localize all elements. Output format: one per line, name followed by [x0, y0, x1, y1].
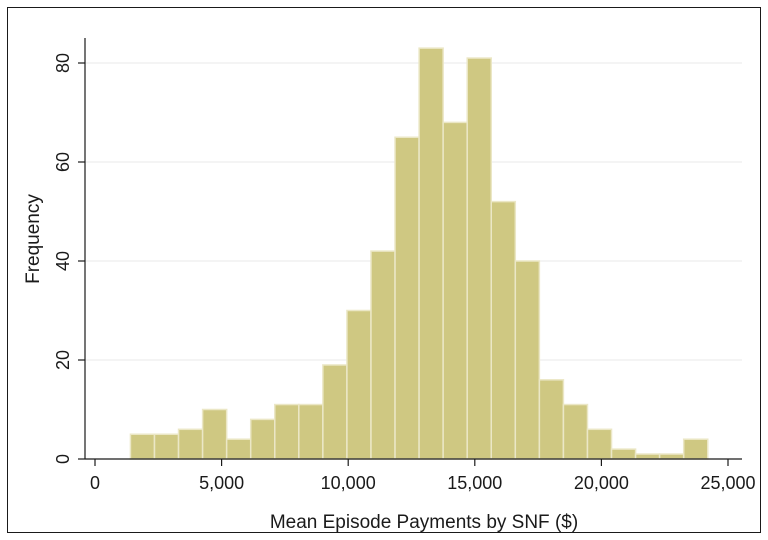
axes	[84, 38, 742, 460]
histogram-bar	[442, 121, 468, 460]
histogram-bar	[129, 433, 156, 460]
histogram-bar	[201, 408, 228, 460]
y-tick-label: 40	[53, 251, 73, 271]
x-axis-title: Mean Episode Payments by SNF ($)	[270, 512, 578, 533]
histogram-bar	[490, 200, 517, 460]
y-axis-ticks: 0 20 40 60 80	[53, 53, 85, 464]
x-tick-label: 20,000	[574, 473, 629, 493]
x-axis-ticks: 0 5,000 10,000 15,000 20,000 25,000	[90, 459, 756, 493]
histogram-bar	[418, 47, 444, 460]
histogram-bar	[538, 379, 565, 460]
histogram-bars	[129, 47, 709, 460]
histogram-bar	[586, 428, 613, 460]
histogram-bar	[466, 57, 493, 460]
x-tick-label: 0	[90, 473, 100, 493]
histogram-bar	[322, 364, 348, 460]
histogram-bar	[514, 260, 541, 460]
histogram-bar	[634, 453, 661, 460]
histogram-bar	[394, 136, 420, 460]
histogram-bar	[249, 418, 276, 460]
histogram-bar	[225, 438, 252, 460]
y-axis-title: Frequency	[23, 194, 44, 284]
histogram-bar	[370, 250, 396, 460]
x-tick-label: 15,000	[447, 473, 502, 493]
x-tick-label: 10,000	[321, 473, 376, 493]
histogram-bar	[610, 448, 637, 460]
histogram-bar	[346, 309, 372, 460]
histogram-bar	[658, 453, 685, 460]
histogram-bar	[177, 428, 204, 460]
histogram-bar	[153, 433, 180, 460]
y-tick-label: 60	[53, 152, 73, 172]
histogram-bar	[274, 403, 300, 460]
histogram-bar	[298, 403, 324, 460]
histogram-bar	[562, 403, 589, 460]
x-tick-label: 5,000	[199, 473, 244, 493]
y-tick-label: 80	[53, 53, 73, 73]
x-tick-label: 25,000	[700, 473, 755, 493]
y-tick-label: 0	[53, 454, 73, 464]
y-tick-label: 20	[53, 350, 73, 370]
histogram-bar	[682, 438, 709, 460]
